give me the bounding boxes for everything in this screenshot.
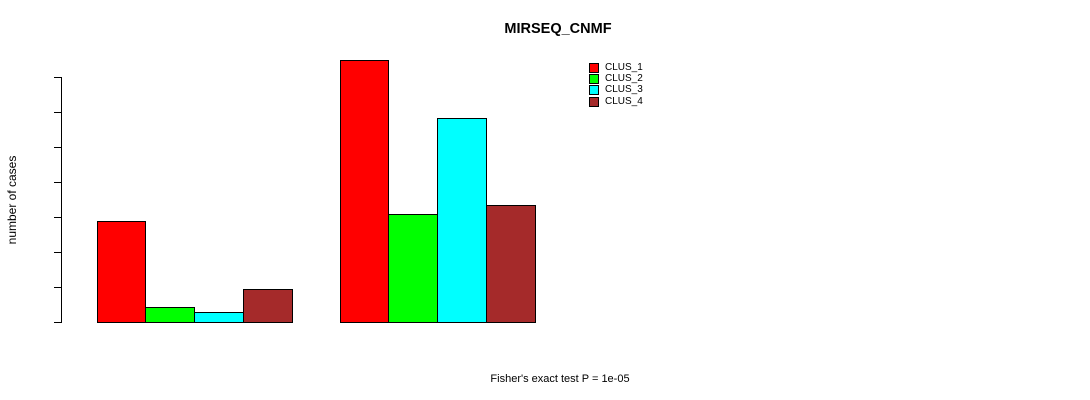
y-axis-line (61, 77, 62, 323)
legend-label: CLUS_1 (605, 61, 643, 73)
legend-swatch-icon (589, 62, 599, 73)
legend: CLUS_1 CLUS_2 CLUS_3 CLUS_4 (589, 62, 643, 107)
legend-row: CLUS_2 (589, 73, 643, 84)
legend-row: CLUS_1 (589, 62, 643, 73)
y-axis-tick-mark (54, 112, 62, 113)
legend-row: CLUS_3 (589, 85, 643, 96)
legend-swatch-icon (589, 85, 599, 96)
y-axis-tick-label (37, 98, 49, 128)
y-axis-tick-label (37, 133, 49, 163)
chart-title: MIRSEQ_CNMF (504, 21, 612, 37)
legend-swatch-icon (589, 96, 599, 107)
y-axis-label: number of cases (5, 155, 19, 245)
y-axis-tick-label (37, 273, 49, 303)
y-axis-tick-label (37, 63, 49, 93)
y-axis-tick-mark (54, 217, 62, 218)
y-axis-tick-label (37, 168, 49, 198)
y-axis-tick-label (37, 203, 49, 233)
y-axis-tick-mark (54, 322, 62, 323)
statistical-annotation: Fisher's exact test P = 1e-05 (490, 373, 630, 385)
bar-CLUS_1-group1 (96, 221, 146, 323)
legend-label: CLUS_3 (605, 84, 643, 96)
y-axis-tick-mark (54, 182, 62, 183)
y-axis-tick-mark (54, 252, 62, 253)
legend-label: CLUS_4 (605, 95, 643, 107)
y-axis-tick-mark (54, 77, 62, 78)
bar-CLUS_3-group2 (436, 117, 487, 323)
y-axis-tick-label (37, 238, 49, 268)
legend-label: CLUS_2 (605, 72, 643, 84)
bar-CLUS_4-group2 (485, 205, 536, 323)
y-axis-tick-label (37, 308, 49, 338)
y-axis-tick-mark (54, 147, 62, 148)
legend-row: CLUS_4 (589, 96, 643, 107)
bar-CLUS_3-group1 (193, 312, 244, 323)
y-axis-tick-mark (54, 287, 62, 288)
bar-CLUS_1-group2 (339, 60, 389, 323)
bar-CLUS_2-group1 (144, 306, 195, 323)
bar-CLUS_4-group1 (242, 289, 293, 323)
bar-CLUS_2-group2 (387, 214, 438, 323)
legend-swatch-icon (589, 73, 599, 84)
